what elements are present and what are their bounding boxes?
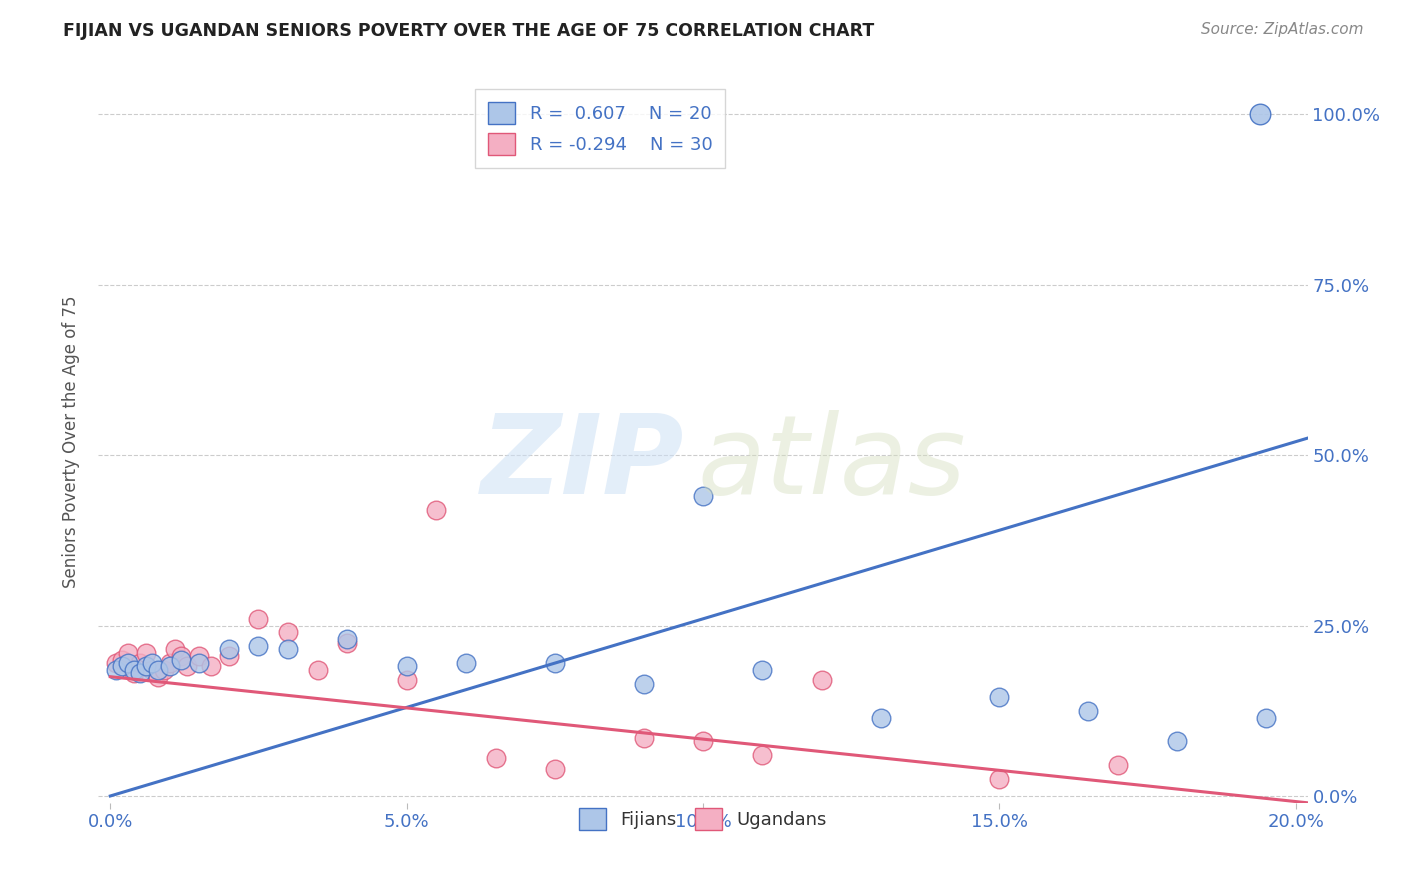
Point <box>159 659 181 673</box>
Point <box>692 734 714 748</box>
Point <box>218 642 240 657</box>
Text: FIJIAN VS UGANDAN SENIORS POVERTY OVER THE AGE OF 75 CORRELATION CHART: FIJIAN VS UGANDAN SENIORS POVERTY OVER T… <box>63 22 875 40</box>
Point <box>188 656 211 670</box>
Text: ZIP: ZIP <box>481 409 685 516</box>
Point <box>247 639 270 653</box>
Point <box>395 673 418 687</box>
Point <box>633 676 655 690</box>
Point <box>111 659 134 673</box>
Point <box>307 663 329 677</box>
Point <box>751 748 773 763</box>
Point <box>633 731 655 745</box>
Point <box>159 656 181 670</box>
Point <box>170 649 193 664</box>
Point <box>129 656 152 670</box>
Y-axis label: Seniors Poverty Over the Age of 75: Seniors Poverty Over the Age of 75 <box>62 295 80 588</box>
Point <box>988 772 1011 786</box>
Point <box>141 656 163 670</box>
Point <box>751 663 773 677</box>
Point <box>152 663 174 677</box>
Point <box>135 659 157 673</box>
Point <box>810 673 832 687</box>
Point <box>170 653 193 667</box>
Point <box>869 710 891 724</box>
Point <box>105 656 128 670</box>
Text: Source: ZipAtlas.com: Source: ZipAtlas.com <box>1201 22 1364 37</box>
Point <box>188 649 211 664</box>
Point <box>277 642 299 657</box>
Point <box>1249 107 1271 121</box>
Point <box>1166 734 1188 748</box>
Point <box>176 659 198 673</box>
Point <box>1077 704 1099 718</box>
Point <box>1254 710 1277 724</box>
Legend: Fijians, Ugandans: Fijians, Ugandans <box>568 797 838 841</box>
Point <box>146 670 169 684</box>
Point <box>165 642 187 657</box>
Point <box>117 656 139 670</box>
Point <box>200 659 222 673</box>
Point <box>218 649 240 664</box>
Point <box>277 625 299 640</box>
Point <box>105 663 128 677</box>
Point <box>484 751 506 765</box>
Point <box>146 663 169 677</box>
Point <box>247 612 270 626</box>
Point <box>692 489 714 503</box>
Point <box>111 653 134 667</box>
Point <box>544 656 567 670</box>
Point <box>336 635 359 649</box>
Point <box>129 666 152 681</box>
Point <box>141 663 163 677</box>
Point <box>336 632 359 647</box>
Point <box>1107 758 1129 772</box>
Point <box>122 663 145 677</box>
Point <box>395 659 418 673</box>
Point <box>122 666 145 681</box>
Point <box>425 502 447 516</box>
Text: atlas: atlas <box>697 409 966 516</box>
Point <box>454 656 477 670</box>
Point <box>135 646 157 660</box>
Point <box>988 690 1011 705</box>
Point <box>117 646 139 660</box>
Point <box>544 762 567 776</box>
